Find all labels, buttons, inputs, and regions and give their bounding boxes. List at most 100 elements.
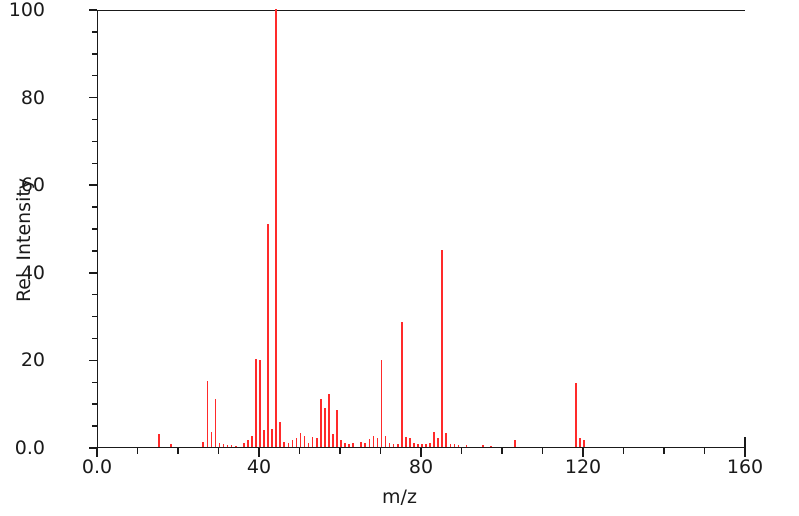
y-axis-minor-tick	[92, 250, 97, 252]
peak-bar	[283, 441, 286, 447]
y-axis-minor-tick	[92, 74, 97, 77]
y-axis-minor-tick	[92, 381, 97, 384]
peak-bar	[348, 443, 350, 447]
peak-bar	[242, 442, 245, 447]
x-axis-minor-tick	[663, 448, 665, 454]
peak-bar	[392, 443, 395, 447]
peak-bar	[255, 359, 257, 447]
peak-bar	[388, 442, 391, 447]
peak-bar	[170, 444, 172, 447]
y-axis-tick	[89, 359, 97, 362]
peak-bar	[352, 442, 354, 447]
peak-bar	[263, 430, 265, 447]
y-axis-minor-tick	[92, 315, 97, 318]
x-axis-minor-tick	[177, 448, 179, 454]
peak-bar	[425, 444, 427, 447]
peak-bar	[214, 398, 217, 447]
peak-bar	[404, 437, 407, 447]
peak-bar	[275, 9, 278, 447]
peak-bar	[514, 440, 516, 447]
peak-bar	[287, 443, 290, 447]
x-axis-minor-tick	[339, 448, 341, 454]
y-axis-minor-tick	[92, 337, 97, 340]
peak-bar	[465, 445, 468, 447]
peak-bar	[457, 444, 460, 447]
peak-bar	[380, 360, 383, 447]
peak-bar	[453, 444, 456, 447]
peak-bar	[344, 442, 346, 447]
peak-bar	[445, 433, 448, 447]
x-axis-minor-tick	[298, 448, 301, 454]
peak-bar	[271, 429, 273, 447]
peak-bar	[267, 223, 269, 447]
peak-bar	[332, 433, 334, 447]
x-axis-minor-tick	[541, 448, 544, 454]
y-axis-minor-tick	[92, 293, 97, 296]
x-axis-right-cap	[744, 437, 746, 449]
peak-bar	[413, 443, 415, 447]
peak-bar	[319, 398, 322, 447]
peak-bar	[311, 437, 314, 447]
peak-bar	[323, 407, 326, 447]
y-axis-minor-tick	[92, 31, 97, 33]
x-axis-minor-tick	[379, 448, 382, 454]
y-axis-minor-tick	[92, 228, 97, 230]
peak-bar	[299, 432, 302, 447]
peak-bar	[247, 440, 249, 447]
y-axis-tick	[89, 447, 97, 449]
x-axis-tick	[258, 448, 260, 457]
peak-bar	[368, 439, 371, 447]
peak-bar	[234, 445, 237, 447]
x-axis-tick	[420, 448, 422, 457]
x-axis-tick-label: 80	[408, 456, 434, 478]
y-axis-tick	[89, 184, 97, 186]
peak-bar	[490, 445, 492, 447]
x-axis-title: m/z	[382, 486, 417, 508]
peak-bar	[376, 438, 379, 447]
x-axis-tick	[744, 448, 746, 457]
peak-bar	[157, 433, 160, 447]
peak-series	[98, 9, 745, 447]
x-axis-tick	[582, 448, 584, 457]
y-axis-tick-label: 0.0	[14, 437, 45, 459]
x-axis-minor-tick	[501, 448, 503, 454]
peak-bar	[336, 409, 338, 447]
peak-bar	[206, 381, 209, 447]
x-axis-minor-tick	[703, 448, 706, 454]
peak-bar	[295, 438, 298, 447]
peak-bar	[222, 443, 225, 447]
y-axis-tick	[89, 9, 97, 11]
y-axis-minor-tick	[92, 162, 97, 165]
y-axis-minor-tick	[92, 206, 97, 208]
peak-bar	[481, 445, 484, 447]
y-axis-minor-tick	[92, 425, 97, 427]
peak-bar	[372, 436, 375, 447]
peak-bar	[441, 249, 444, 447]
peak-bar	[226, 444, 229, 447]
peak-bar	[409, 438, 411, 447]
x-axis-minor-tick	[217, 448, 220, 454]
peak-bar	[230, 445, 233, 447]
x-axis-tick-label: 0.0	[81, 456, 113, 478]
x-axis-tick-label: 40	[246, 456, 272, 478]
peak-bar	[421, 444, 423, 447]
x-axis-minor-tick	[460, 448, 463, 454]
x-axis-tick	[96, 448, 98, 457]
y-axis-tick-label: 60	[20, 174, 45, 197]
y-axis-tick	[89, 272, 97, 274]
peak-bar	[307, 442, 310, 447]
peak-bar	[291, 440, 294, 447]
x-axis-tick-label: 120	[564, 456, 602, 478]
x-axis-tick-label: 160	[726, 456, 764, 478]
peak-bar	[449, 443, 452, 447]
y-axis-minor-tick	[92, 403, 97, 405]
y-axis-tick-label: 20	[20, 349, 45, 372]
x-axis-minor-tick	[622, 448, 625, 454]
y-axis-tick	[89, 96, 97, 99]
peak-bar	[575, 383, 577, 447]
peak-bar	[364, 442, 367, 447]
y-axis-minor-tick	[92, 140, 97, 143]
peak-bar	[417, 443, 419, 447]
peak-bar	[429, 443, 431, 447]
